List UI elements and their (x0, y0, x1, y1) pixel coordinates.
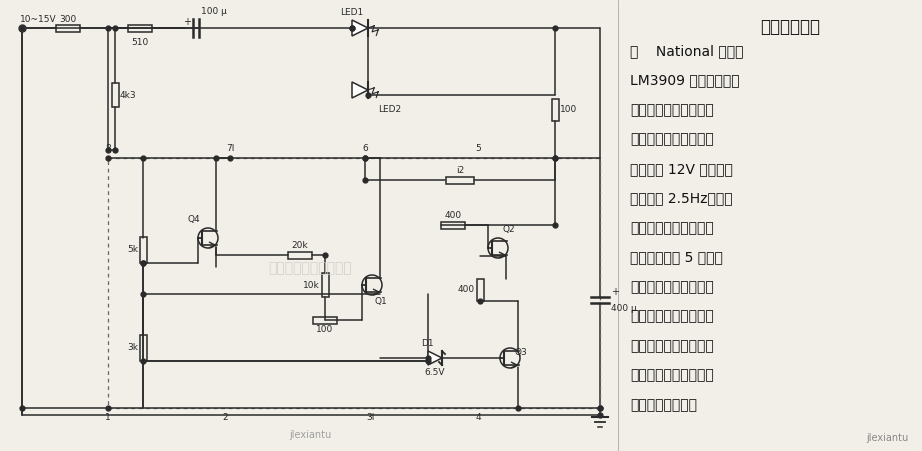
Text: 源电压为 12V 时，重复: 源电压为 12V 时，重复 (630, 162, 733, 176)
Text: 400: 400 (458, 285, 475, 295)
Text: Q1: Q1 (374, 297, 386, 306)
Text: 的发光二极管的阳极或: 的发光二极管的阳极或 (630, 221, 714, 235)
Text: +: + (183, 17, 191, 27)
Bar (322, 273, 328, 297)
Text: 5k: 5k (127, 245, 138, 254)
Text: 2: 2 (222, 413, 228, 422)
Text: 极管的型号不同。: 极管的型号不同。 (630, 398, 697, 412)
Text: jlexiantu: jlexiantu (289, 430, 331, 440)
Text: 红绿灯交替闪: 红绿灯交替闪 (760, 18, 820, 36)
Text: LED1: LED1 (340, 8, 363, 17)
Text: Q3: Q3 (514, 349, 526, 358)
Text: Q2: Q2 (502, 225, 514, 234)
Polygon shape (352, 82, 368, 98)
Text: 400 μ: 400 μ (611, 304, 637, 313)
Text: LED2: LED2 (378, 105, 401, 114)
Polygon shape (428, 351, 442, 365)
Text: D1: D1 (420, 339, 433, 348)
Text: 300: 300 (59, 15, 77, 24)
Text: +: + (611, 287, 619, 297)
Text: 这一引脚的脉冲电压较: 这一引脚的脉冲电压较 (630, 339, 714, 353)
Text: 高、时间较短。发光二: 高、时间较短。发光二 (630, 368, 714, 382)
Text: 510: 510 (131, 38, 148, 47)
Text: 100: 100 (316, 325, 334, 334)
Bar (0, 0, 618, 451)
Text: 频率约为 2.5Hz。绿光: 频率约为 2.5Hz。绿光 (630, 192, 733, 206)
Text: Q4: Q4 (188, 215, 200, 224)
Text: 100 μ: 100 μ (201, 7, 227, 16)
Text: 20k: 20k (291, 241, 308, 250)
Text: 的接法一样，这是因为: 的接法一样，这是因为 (630, 309, 714, 323)
Text: 正极必须接第 5 引脚，: 正极必须接第 5 引脚， (630, 250, 723, 264)
Bar (477, 279, 483, 301)
Text: 100: 100 (560, 106, 577, 115)
Text: 7l: 7l (226, 144, 234, 153)
Text: 1: 1 (105, 413, 111, 422)
Bar (128, 24, 152, 32)
Text: 10~15V: 10~15V (20, 15, 56, 24)
Bar (288, 252, 312, 258)
Text: 光    National 公司的: 光 National 公司的 (630, 44, 743, 58)
Bar (446, 176, 474, 184)
Bar (139, 335, 147, 361)
Bar (56, 24, 80, 32)
Bar (618, 0, 922, 451)
Text: 如图中靠下方的二极管: 如图中靠下方的二极管 (630, 280, 714, 294)
Text: 6: 6 (362, 144, 368, 153)
Bar (139, 237, 147, 263)
Bar (313, 317, 337, 323)
Bar (108, 158, 600, 408)
Text: LM3909 连接成弛张振: LM3909 连接成弛张振 (630, 74, 739, 87)
Text: 6.5V: 6.5V (425, 368, 445, 377)
Text: 杭州将青科技有限公司: 杭州将青科技有限公司 (268, 261, 352, 275)
Text: 400: 400 (444, 211, 462, 220)
Text: 3k: 3k (127, 344, 138, 353)
Text: 4k3: 4k3 (120, 91, 136, 100)
Text: jlexiantu: jlexiantu (866, 433, 908, 443)
Text: i2: i2 (455, 166, 464, 175)
Text: 个二极管交替闪光。电: 个二极管交替闪光。电 (630, 133, 714, 147)
Bar (112, 83, 119, 107)
Polygon shape (352, 20, 368, 36)
Text: 3l: 3l (366, 413, 374, 422)
Text: 10k: 10k (303, 281, 320, 290)
Text: 4: 4 (475, 413, 480, 422)
Text: 8: 8 (105, 144, 111, 153)
Bar (551, 99, 559, 121)
Text: 5: 5 (475, 144, 481, 153)
Text: 荡器，它使红光绿光两: 荡器，它使红光绿光两 (630, 103, 714, 117)
Bar (441, 221, 465, 229)
